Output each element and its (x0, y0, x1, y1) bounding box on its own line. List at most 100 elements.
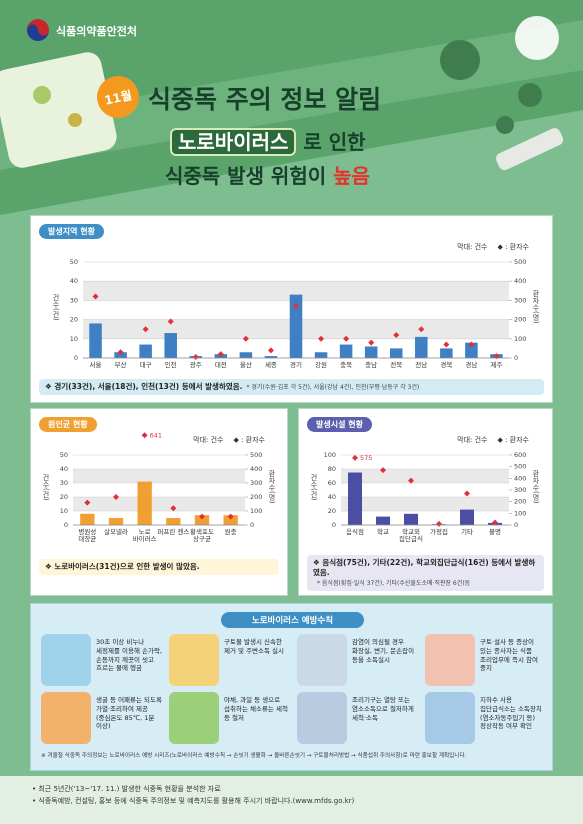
chart-note: ❖ 노로바이러스(31건)으로 인한 발생이 많았음. (39, 559, 279, 576)
y2-tick-label: 500 (514, 463, 526, 471)
bar (166, 518, 181, 525)
patient-marker (380, 467, 386, 474)
data-label: 641 (150, 431, 162, 439)
legend-entry: 막대: 건수 (457, 436, 488, 444)
footer-note: • 최근 5년간('13~'17. 11.) 발생한 식중독 현황을 분석한 자… (32, 785, 221, 793)
prevention-icon (41, 634, 91, 686)
prevention-icon (425, 692, 475, 744)
line2: 식중독 발생 위험이 (165, 164, 327, 188)
legend-entry: 막대: 건수 (457, 243, 488, 251)
bar (460, 509, 474, 525)
x-tick-label: 황색포도 상구균 (190, 528, 214, 544)
x-tick-label: 제주 (490, 361, 503, 369)
patient-marker (199, 513, 205, 520)
note-footnote: * 음식점(횟집·일식 37건), 기타(수산물도소매·직판장 6건)등 (317, 580, 471, 588)
legend-entry: 막대: 건수 (193, 436, 224, 444)
bar (223, 515, 238, 525)
y2-tick-label: 300 (514, 296, 526, 304)
grid-band (73, 469, 245, 483)
prevention-icon (297, 634, 347, 686)
x-tick-label: 부산 (114, 361, 127, 369)
y2-axis-label: 환자수(명) (532, 290, 540, 324)
prevention-item: 구토물 발생시 신속한 제거 및 주변소독 실시 (169, 634, 293, 692)
x-tick-label: 음식점 (346, 528, 364, 536)
x-tick-label: 충남 (365, 361, 378, 369)
grid-band (83, 281, 509, 301)
prevention-footnote: ※ 겨울철 식중독 주의정보는 노로바이러스 예방 시리즈(노로바이러스 예방수… (41, 753, 467, 759)
x-tick-label: 강원 (315, 361, 328, 369)
bar (376, 516, 390, 525)
grid-band (73, 497, 245, 511)
line2-emphasis: 높음 (333, 164, 370, 188)
patient-marker (492, 519, 498, 526)
footer-notes: • 최근 5년간('13~'17. 11.) 발생한 식중독 현황을 분석한 자… (32, 784, 354, 808)
bar (139, 344, 152, 358)
prevention-icon (169, 634, 219, 686)
x-tick-label: 광주 (189, 361, 202, 369)
patient-marker (142, 326, 149, 333)
virus-illustration (496, 116, 514, 134)
y2-tick-label: 0 (514, 521, 518, 529)
chart-panel: 0 10 20 30 40 50 0 100 200 300 400 500 발생지역 현황 건수(건) 환… (30, 215, 553, 403)
bar (80, 513, 95, 525)
y-tick-label: 50 (70, 258, 78, 266)
x-tick-label: 경북 (440, 361, 453, 369)
prevention-text: 구토·설사 등 증상이 있는 종사자는 식품 조리업무에 즉시 참여 중지 (480, 638, 538, 673)
y2-tick-label: 300 (250, 479, 262, 487)
legend-entry: ◆ : 환자수 (233, 436, 265, 444)
y-tick-label: 40 (328, 493, 336, 501)
y2-tick-label: 200 (250, 493, 262, 501)
x-tick-label: 가정집 (430, 528, 448, 536)
y-tick-label: 60 (328, 479, 336, 487)
y2-tick-label: 0 (250, 521, 254, 529)
patient-marker (464, 490, 470, 497)
patient-marker (343, 335, 350, 342)
x-tick-label: 경남 (465, 361, 478, 369)
legend: 막대: 건수 ◆ : 환자수 (447, 435, 529, 445)
bar (264, 356, 278, 358)
chart-note: ❖ 경기(33건), 서울(18건), 인천(13건) 등에서 발생하였음. * … (39, 379, 544, 396)
note-footnote: * 경기(수원·김포 각 5건), 서울(강남 4건), 인천(부평·남동구 각… (246, 384, 420, 391)
y-tick-label: 10 (70, 335, 78, 343)
x-tick-label: 학교외 집단급식 (399, 528, 423, 544)
header-background (0, 0, 583, 215)
patient-marker (192, 354, 199, 361)
patient-marker (167, 318, 174, 325)
patient-marker (84, 499, 91, 506)
y-tick-label: 50 (60, 451, 68, 459)
patient-marker (141, 432, 148, 439)
y2-tick-label: 400 (514, 277, 526, 285)
y-tick-label: 0 (332, 521, 336, 529)
x-tick-label: 학교 (377, 528, 389, 536)
chart-title: 원인균 현황 (39, 417, 97, 432)
y-tick-label: 80 (328, 465, 336, 473)
patient-marker (436, 520, 442, 527)
patient-marker (227, 513, 234, 520)
prevention-item: 30초 이상 비누나 세정제를 이용해 손가락, 손등까지 깨끗이 씻고 흐르는… (41, 634, 165, 692)
patient-marker (113, 494, 119, 500)
bar (404, 513, 418, 525)
x-tick-label: 세종 (264, 361, 277, 369)
note-text: ❖ 경기(33건), 서울(18건), 인천(13건) 등에서 발생하였음. (45, 382, 243, 391)
x-tick-label: 병원성 대장균 (78, 528, 97, 544)
prevention-title: 노로바이러스 예방수칙 (221, 612, 364, 628)
y2-tick-label: 100 (250, 507, 262, 515)
patient-marker (267, 347, 274, 354)
germ-illustration (68, 113, 82, 127)
x-tick-label: 인천 (164, 361, 177, 369)
y-tick-label: 30 (70, 296, 78, 304)
y-tick-label: 20 (70, 316, 78, 324)
prevention-text: 30초 이상 비누나 세정제를 이용해 손가락, 손등까지 깨끗이 씻고 흐르는… (96, 638, 162, 673)
grid-band (341, 497, 509, 511)
patient-marker (318, 335, 325, 342)
bar (348, 472, 362, 525)
agency-logo (27, 24, 49, 41)
highlight: 노로바이러스 (170, 128, 297, 156)
prevention-text: 야채, 과일 등 생으로 섭취하는 채소류는 세척 등 철저 (224, 696, 288, 722)
y2-tick-label: 0 (514, 354, 518, 362)
y2-tick-label: 100 (514, 509, 526, 517)
logo-badge (515, 16, 559, 60)
patient-marker (418, 326, 425, 333)
y2-axis-label: 환자수(명) (268, 470, 276, 504)
